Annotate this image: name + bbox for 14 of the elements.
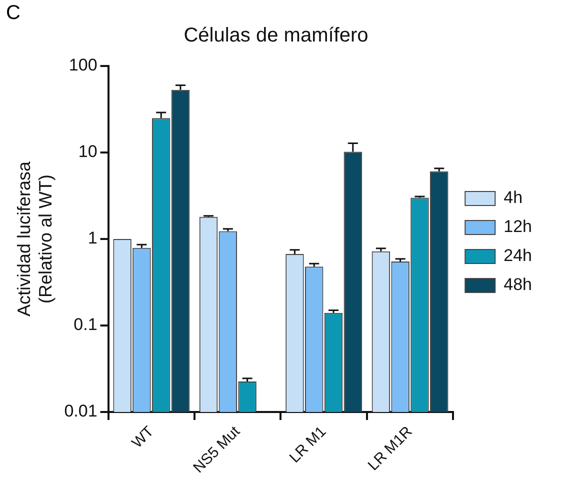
legend-label: 48h <box>504 275 532 294</box>
y-tick-label: 100 <box>68 56 98 75</box>
y-tick-label: 0.1 <box>74 315 98 334</box>
chart-title: Células de mamífero <box>184 24 368 47</box>
legend-label: 24h <box>504 246 532 266</box>
legend-label: 12h <box>504 217 532 236</box>
text: C <box>6 2 20 25</box>
y-tick-label: 1 <box>88 228 98 248</box>
x-tick-label: WT <box>128 423 158 452</box>
x-tick-label: LR M1 <box>286 423 330 466</box>
y-tick-label: 0.01 <box>64 402 98 421</box>
y-tick-label: 10 <box>78 142 98 162</box>
legend-label: 4h <box>504 188 523 208</box>
y-axis-title: Actividad luciferasa (Relativo al WT) <box>14 160 56 317</box>
